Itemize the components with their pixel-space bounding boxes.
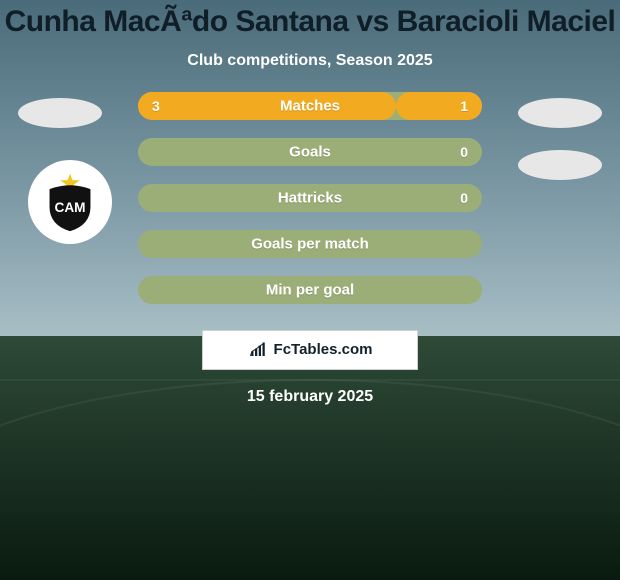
stat-label: Min per goal	[138, 281, 482, 298]
bar-chart-icon	[248, 341, 268, 359]
stat-value-left: 3	[152, 98, 160, 114]
stat-value-right: 1	[460, 98, 468, 114]
player-left-photo-placeholder	[18, 98, 102, 128]
stat-row: Matches3 1	[138, 92, 482, 120]
club-badge-icon: CAM	[39, 171, 101, 233]
stat-label: Matches	[138, 97, 482, 114]
stat-label: Hattricks	[138, 189, 482, 206]
stat-rows: Matches31Goals0Hattricks0Goals per match…	[138, 92, 482, 322]
stat-value-right: 0	[460, 144, 468, 160]
stat-label: Goals per match	[138, 235, 482, 252]
branding-box: FcTables.com	[202, 330, 418, 370]
club-right-logo-placeholder	[518, 150, 602, 180]
stat-row: Goals per match	[138, 230, 482, 258]
stat-row: Goals0	[138, 138, 482, 166]
svg-text:CAM: CAM	[54, 199, 85, 214]
stat-row: Min per goal	[138, 276, 482, 304]
page-title: Cunha MacÃªdo Santana vs Baracioli Macie…	[0, 6, 620, 38]
subtitle: Club competitions, Season 2025	[0, 52, 620, 70]
club-left-logo: CAM	[28, 160, 112, 244]
player-right-photo-placeholder	[518, 98, 602, 128]
date-text: 15 february 2025	[0, 388, 620, 406]
stat-label: Goals	[138, 143, 482, 160]
stat-value-right: 0	[460, 190, 468, 206]
stat-row: Hattricks0	[138, 184, 482, 212]
branding-text: FcTables.com	[274, 341, 373, 358]
